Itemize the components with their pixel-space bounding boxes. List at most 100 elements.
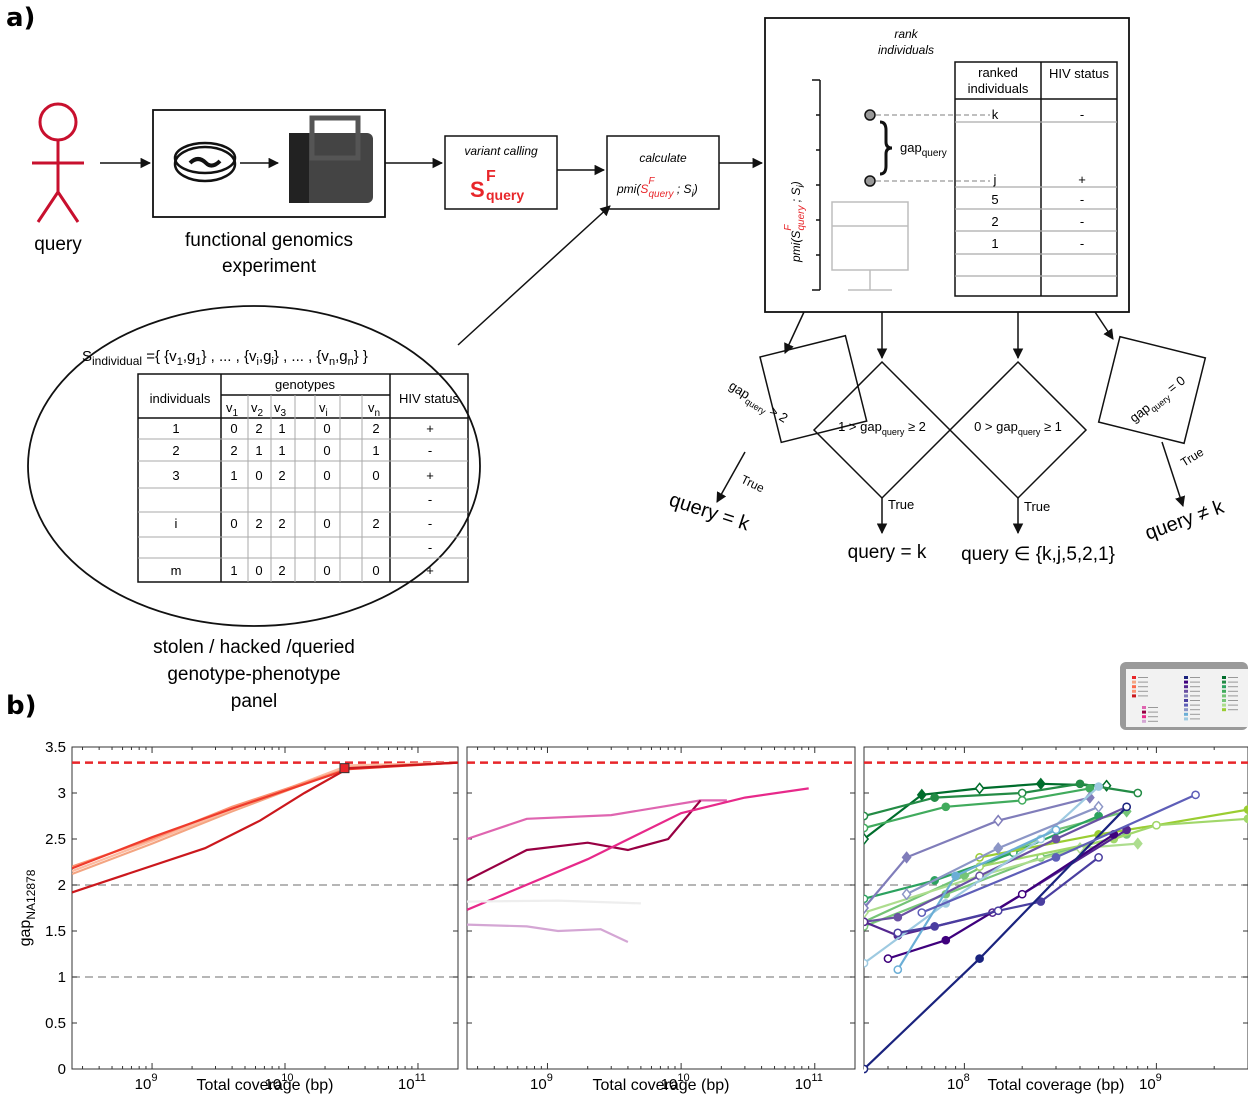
data-point: [1051, 853, 1061, 862]
x-tick-label: 1010: [265, 1072, 294, 1093]
variant-calling-subscript: query: [486, 187, 524, 203]
data-point: [974, 782, 985, 795]
y-tick-label: 0: [58, 1061, 66, 1078]
genotype-cell: 2: [278, 563, 285, 578]
legend-swatch: [1184, 689, 1188, 693]
genotype-header-individuals: individuals: [150, 391, 211, 406]
data-point: [993, 906, 1003, 916]
gap-label: gapquery: [900, 140, 947, 159]
panel-caption-line2: genotype-phenotype: [167, 664, 340, 685]
data-point: [864, 958, 869, 968]
legend-swatch: [1184, 699, 1188, 702]
x-tick-label: 1010: [661, 1072, 690, 1093]
genotype-row-id: m: [171, 563, 182, 578]
data-point: [993, 841, 1004, 855]
genotype-cell: 2: [372, 516, 379, 531]
legend-swatch: [1184, 685, 1188, 689]
x-axis-label: Total coverage (bp): [593, 1077, 730, 1094]
x-tick-label: 109: [135, 1072, 158, 1093]
series-line: [887, 833, 1115, 960]
variant-header: v1: [226, 400, 239, 419]
rank-y-axis-label: pmi(SF query ; Si): [783, 181, 807, 263]
variant-header: vn: [368, 400, 380, 419]
second-score-point: [864, 175, 876, 187]
data-point: [864, 917, 869, 927]
genotype-cell: 1: [230, 563, 237, 578]
ranked-table-row-lines: [955, 121, 1117, 277]
data-point: [893, 928, 903, 938]
legend-swatch: [1132, 676, 1136, 679]
x-axis-label: Total coverage (bp): [988, 1077, 1125, 1094]
panel-ellipse: [27, 305, 481, 627]
data-point: [1094, 782, 1103, 791]
genotype-row-status: +: [426, 421, 434, 436]
arrow-rank-to-decision-4: [1094, 311, 1114, 340]
genotype-cell: 2: [278, 468, 285, 483]
arrow-rank-to-decision-1: [784, 311, 805, 354]
genotype-cell: 0: [230, 516, 237, 531]
genotype-cell: 0: [323, 563, 330, 578]
ranked-row-status: -: [1080, 192, 1084, 207]
legend-swatch: [1184, 717, 1188, 721]
query-label: query: [34, 234, 82, 255]
x-tick-label: 1011: [398, 1072, 426, 1093]
variant-calling-box: [444, 135, 558, 210]
panel-a-label: a): [6, 3, 35, 33]
data-point: [1036, 897, 1046, 906]
variant-headers: v1 v2 v3 vi vn: [226, 400, 380, 419]
y-axis-label: gapNA12878: [17, 869, 38, 946]
ranked-row-id: 2: [991, 214, 998, 229]
legend-swatch: [1222, 689, 1226, 693]
decision-1-condition: gapquery > 2: [725, 378, 791, 428]
data-point: [1132, 837, 1143, 850]
decision-3-condition: 0 > gapquery ≥ 1: [974, 419, 1062, 437]
series-line: [467, 787, 809, 911]
decision-1-diamond: [759, 334, 868, 444]
data-point: [941, 935, 951, 945]
series-line: [864, 842, 1138, 914]
genotype-cell: 0: [323, 443, 330, 458]
data-point: [893, 912, 903, 922]
chart-1: 0 0.5 1 1.5 2 2.5 3 3.5 109 1010 1011 Total coverag…: [17, 739, 459, 1094]
decision-4-true: True: [1178, 445, 1206, 470]
decision-2-true: True: [888, 497, 914, 512]
legend-swatch: [1222, 708, 1226, 712]
series-line: [864, 785, 1100, 965]
chart-2: 109 1010 1011 Total coverage (bp): [466, 746, 856, 1094]
data-point: [893, 965, 903, 974]
ranked-row-id: 1: [991, 236, 998, 251]
ranked-table: [954, 61, 1118, 297]
genotype-row-status: -: [428, 516, 432, 531]
data-point: [883, 954, 893, 963]
legend-swatch: [1132, 685, 1136, 689]
panel-set-definition: Sindividual ={ {v1,g1} , ... , {vi,gi} ,…: [82, 348, 368, 368]
variant-header: v3: [274, 400, 287, 419]
panel-caption-line3: panel: [231, 691, 278, 712]
genotype-cell: 1: [255, 443, 262, 458]
series-group: [864, 777, 1248, 1074]
variant-calling-title: variant calling: [464, 144, 538, 158]
legend-swatch: [1142, 706, 1146, 709]
genotype-cell: 0: [255, 468, 262, 483]
variant-header: v2: [251, 400, 264, 419]
genotype-cell: 0: [372, 563, 379, 578]
data-point: [864, 901, 869, 915]
panel-caption-line1: stolen / hacked /queried: [153, 637, 355, 658]
legend-thumbnail: [1120, 662, 1248, 730]
data-point: [1243, 805, 1248, 814]
genotype-row-status: -: [428, 540, 432, 555]
panel-b-label: b): [6, 691, 37, 721]
calculate-box: [606, 135, 720, 210]
data-point: [864, 832, 869, 846]
rank-boxplot: [831, 201, 909, 291]
legend-swatch: [1142, 715, 1146, 719]
genotype-cell: 0: [372, 468, 379, 483]
data-point: [941, 802, 951, 812]
data-point: [901, 887, 912, 901]
data-point: [1051, 825, 1061, 835]
genotype-cell: 0: [323, 421, 330, 436]
calculate-formula: pmi(SF query ; Si): [616, 176, 698, 200]
data-point: [1035, 777, 1046, 791]
data-point: [864, 1064, 869, 1074]
